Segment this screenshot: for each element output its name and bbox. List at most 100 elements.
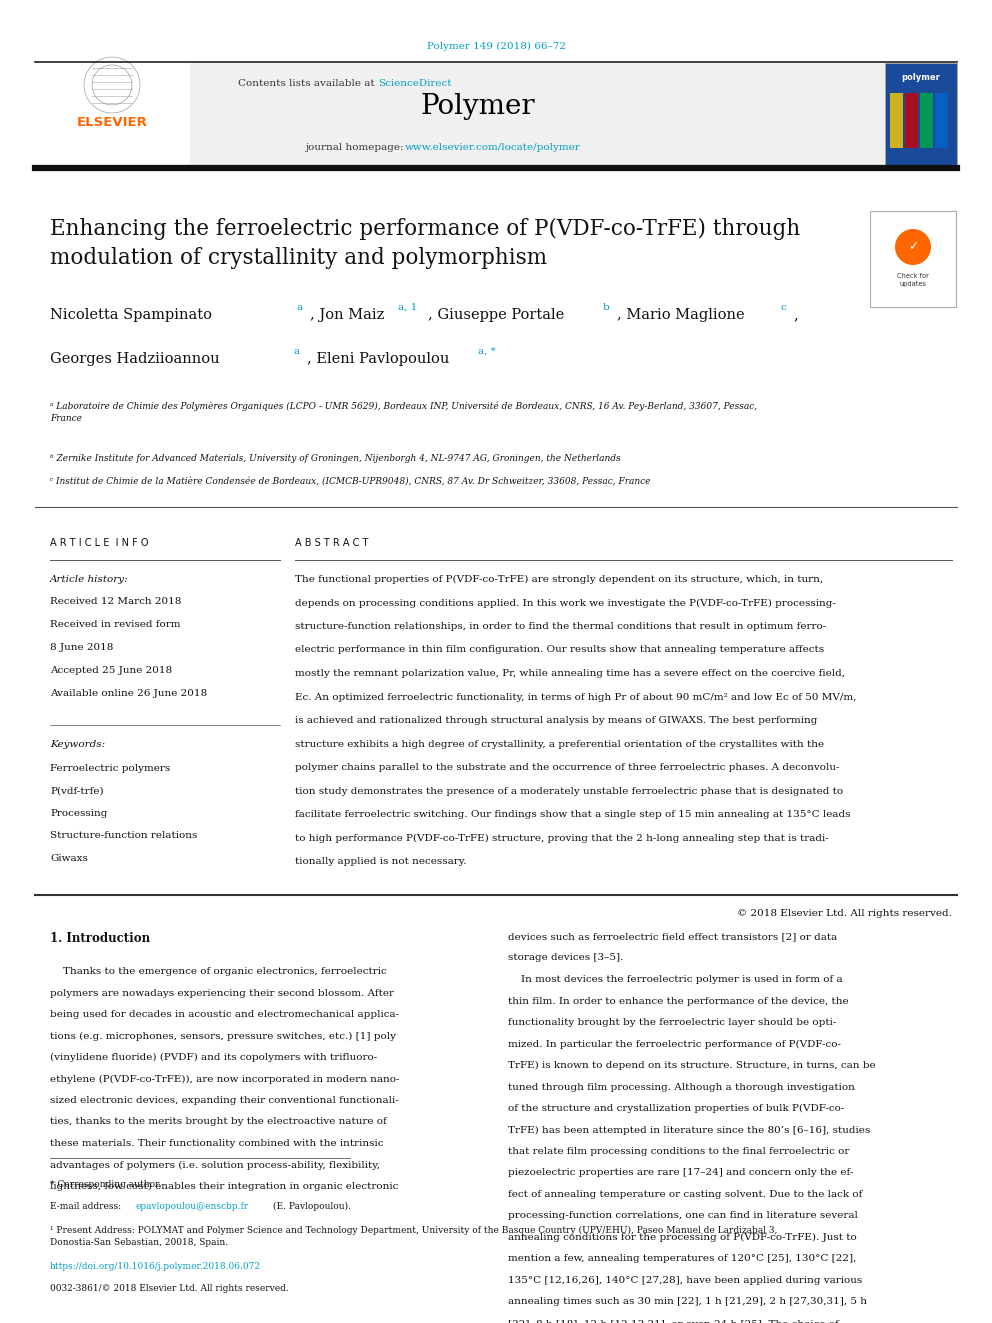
Text: 1. Introduction: 1. Introduction xyxy=(50,931,150,945)
Text: ᵃ Laboratoire de Chimie des Polymères Organiques (LCPO - UMR 5629), Bordeaux INP: ᵃ Laboratoire de Chimie des Polymères Or… xyxy=(50,402,757,423)
Text: (E. Pavlopoulou).: (E. Pavlopoulou). xyxy=(270,1203,351,1211)
Text: TrFE) has been attempted in literature since the 80’s [6–16], studies: TrFE) has been attempted in literature s… xyxy=(508,1126,870,1135)
Text: these materials. Their functionality combined with the intrinsic: these materials. Their functionality com… xyxy=(50,1139,384,1148)
Text: Giwaxs: Giwaxs xyxy=(50,855,88,863)
Text: https://doi.org/10.1016/j.polymer.2018.06.072: https://doi.org/10.1016/j.polymer.2018.0… xyxy=(50,1262,261,1271)
Text: polymer: polymer xyxy=(902,74,940,82)
Text: storage devices [3–5].: storage devices [3–5]. xyxy=(508,954,623,963)
Text: ScienceDirect: ScienceDirect xyxy=(378,79,451,89)
Text: to high performance P(VDF-co-TrFE) structure, proving that the 2 h-long annealin: to high performance P(VDF-co-TrFE) struc… xyxy=(295,833,828,843)
Text: Structure-function relations: Structure-function relations xyxy=(50,831,197,840)
Text: ✓: ✓ xyxy=(908,241,919,254)
Text: [32], 8 h [18], 12 h [12,13,31], or even 24 h [25]. The choice of: [32], 8 h [18], 12 h [12,13,31], or even… xyxy=(508,1319,839,1323)
Text: advantages of polymers (i.e. solution process-ability, flexibility,: advantages of polymers (i.e. solution pr… xyxy=(50,1160,380,1170)
FancyBboxPatch shape xyxy=(35,64,957,168)
Text: a: a xyxy=(293,347,300,356)
Text: annealing conditions for the processing of P(VDF-co-TrFE). Just to: annealing conditions for the processing … xyxy=(508,1233,857,1242)
Text: 8 June 2018: 8 June 2018 xyxy=(50,643,113,652)
Text: is achieved and rationalized through structural analysis by means of GIWAXS. The: is achieved and rationalized through str… xyxy=(295,716,817,725)
FancyBboxPatch shape xyxy=(885,64,957,168)
Text: In most devices the ferroelectric polymer is used in form of a: In most devices the ferroelectric polyme… xyxy=(508,975,842,984)
Text: Nicoletta Spampinato: Nicoletta Spampinato xyxy=(50,308,216,321)
Text: (vinylidene fluoride) (PVDF) and its copolymers with trifluoro-: (vinylidene fluoride) (PVDF) and its cop… xyxy=(50,1053,377,1062)
Text: TrFE) is known to depend on its structure. Structure, in turns, can be: TrFE) is known to depend on its structur… xyxy=(508,1061,876,1070)
Text: * Corresponding author.: * Corresponding author. xyxy=(50,1180,162,1189)
Text: ᵇ Zernike Institute for Advanced Materials, University of Groningen, Nijenborgh : ᵇ Zernike Institute for Advanced Materia… xyxy=(50,454,621,463)
Text: Ferroelectric polymers: Ferroelectric polymers xyxy=(50,763,171,773)
Text: c: c xyxy=(780,303,786,312)
Text: Received 12 March 2018: Received 12 March 2018 xyxy=(50,597,182,606)
Text: sized electronic devices, expanding their conventional functionali-: sized electronic devices, expanding thei… xyxy=(50,1095,399,1105)
Text: b: b xyxy=(603,303,610,312)
Text: A R T I C L E  I N F O: A R T I C L E I N F O xyxy=(50,538,149,548)
Text: E-mail address:: E-mail address: xyxy=(50,1203,124,1211)
Text: Article history:: Article history: xyxy=(50,576,129,583)
Text: Available online 26 June 2018: Available online 26 June 2018 xyxy=(50,689,207,699)
Text: © 2018 Elsevier Ltd. All rights reserved.: © 2018 Elsevier Ltd. All rights reserved… xyxy=(737,909,952,917)
Text: Keywords:: Keywords: xyxy=(50,740,105,749)
Text: A B S T R A C T: A B S T R A C T xyxy=(295,538,368,548)
Text: Received in revised form: Received in revised form xyxy=(50,620,181,628)
Text: www.elsevier.com/locate/polymer: www.elsevier.com/locate/polymer xyxy=(405,143,580,152)
Text: thin film. In order to enhance the performance of the device, the: thin film. In order to enhance the perfo… xyxy=(508,996,848,1005)
Text: structure-function relationships, in order to find the thermal conditions that r: structure-function relationships, in ord… xyxy=(295,622,826,631)
Text: Polymer 149 (2018) 66–72: Polymer 149 (2018) 66–72 xyxy=(427,42,565,52)
Text: Georges Hadziioannou: Georges Hadziioannou xyxy=(50,352,224,366)
Text: ELSEVIER: ELSEVIER xyxy=(76,115,148,128)
Text: processing-function correlations, one can find in literature several: processing-function correlations, one ca… xyxy=(508,1212,858,1221)
Text: tion study demonstrates the presence of a moderately unstable ferroelectric phas: tion study demonstrates the presence of … xyxy=(295,786,843,795)
Text: Thanks to the emergence of organic electronics, ferroelectric: Thanks to the emergence of organic elect… xyxy=(50,967,387,976)
FancyBboxPatch shape xyxy=(890,93,903,148)
Text: fect of annealing temperature or casting solvent. Due to the lack of: fect of annealing temperature or casting… xyxy=(508,1189,862,1199)
Text: structure exhibits a high degree of crystallinity, a preferential orientation of: structure exhibits a high degree of crys… xyxy=(295,740,824,749)
FancyBboxPatch shape xyxy=(35,64,190,168)
Text: polymer chains parallel to the substrate and the occurrence of three ferroelectr: polymer chains parallel to the substrate… xyxy=(295,763,839,773)
Text: , Giuseppe Portale: , Giuseppe Portale xyxy=(428,308,568,321)
Text: 135°C [12,16,26], 140°C [27,28], have been applied during various: 135°C [12,16,26], 140°C [27,28], have be… xyxy=(508,1275,862,1285)
Text: functionality brought by the ferroelectric layer should be opti-: functionality brought by the ferroelectr… xyxy=(508,1017,836,1027)
Text: a: a xyxy=(296,303,303,312)
Text: , Eleni Pavlopoulou: , Eleni Pavlopoulou xyxy=(307,352,454,366)
Text: ᶜ Institut de Chimie de la Matière Condensée de Bordeaux, (ICMCB-UPR9048), CNRS,: ᶜ Institut de Chimie de la Matière Conde… xyxy=(50,478,651,486)
FancyBboxPatch shape xyxy=(870,210,956,307)
Text: tuned through film processing. Although a thorough investigation: tuned through film processing. Although … xyxy=(508,1082,855,1091)
Text: annealing times such as 30 min [22], 1 h [21,29], 2 h [27,30,31], 5 h: annealing times such as 30 min [22], 1 h… xyxy=(508,1298,867,1307)
Text: facilitate ferroelectric switching. Our findings show that a single step of 15 m: facilitate ferroelectric switching. Our … xyxy=(295,810,850,819)
Text: ¹ Present Address: POLYMAT and Polymer Science and Technology Department, Univer: ¹ Present Address: POLYMAT and Polymer S… xyxy=(50,1226,778,1246)
FancyBboxPatch shape xyxy=(935,93,948,148)
Text: a, 1: a, 1 xyxy=(398,303,418,312)
Text: Polymer: Polymer xyxy=(421,94,536,120)
Circle shape xyxy=(895,229,931,265)
Text: Ec. An optimized ferroelectric functionality, in terms of high Pr of about 90 mC: Ec. An optimized ferroelectric functiona… xyxy=(295,692,856,701)
Text: Contents lists available at: Contents lists available at xyxy=(238,79,378,89)
FancyBboxPatch shape xyxy=(905,93,918,148)
Text: , Jon Maiz: , Jon Maiz xyxy=(310,308,389,321)
Text: 0032-3861/© 2018 Elsevier Ltd. All rights reserved.: 0032-3861/© 2018 Elsevier Ltd. All right… xyxy=(50,1285,289,1293)
Text: journal homepage:: journal homepage: xyxy=(305,143,407,152)
Text: Enhancing the ferroelectric performance of P(VDF-co-TrFE) through
modulation of : Enhancing the ferroelectric performance … xyxy=(50,218,801,269)
Text: tionally applied is not necessary.: tionally applied is not necessary. xyxy=(295,857,466,867)
Text: electric performance in thin film configuration. Our results show that annealing: electric performance in thin film config… xyxy=(295,646,824,655)
Text: that relate film processing conditions to the final ferroelectric or: that relate film processing conditions t… xyxy=(508,1147,849,1156)
Text: mostly the remnant polarization value, Pr, while annealing time has a severe eff: mostly the remnant polarization value, P… xyxy=(295,669,845,677)
Text: ,: , xyxy=(793,308,798,321)
Text: , Mario Maglione: , Mario Maglione xyxy=(617,308,749,321)
Text: being used for decades in acoustic and electromechanical applica-: being used for decades in acoustic and e… xyxy=(50,1009,399,1019)
Text: lightness, low cost) enables their integration in organic electronic: lightness, low cost) enables their integ… xyxy=(50,1181,399,1191)
Text: a, *: a, * xyxy=(478,347,496,356)
Text: devices such as ferroelectric field effect transistors [2] or data: devices such as ferroelectric field effe… xyxy=(508,931,837,941)
Text: Accepted 25 June 2018: Accepted 25 June 2018 xyxy=(50,665,173,675)
Text: polymers are nowadays experiencing their second blossom. After: polymers are nowadays experiencing their… xyxy=(50,988,394,998)
Text: Check for
updates: Check for updates xyxy=(897,274,929,287)
Text: ethylene (P(VDF-co-TrFE)), are now incorporated in modern nano-: ethylene (P(VDF-co-TrFE)), are now incor… xyxy=(50,1074,400,1084)
Text: depends on processing conditions applied. In this work we investigate the P(VDF-: depends on processing conditions applied… xyxy=(295,598,836,607)
Text: The functional properties of P(VDF-co-TrFE) are strongly dependent on its struct: The functional properties of P(VDF-co-Tr… xyxy=(295,576,823,585)
Text: epavlopoulou@enscbp.fr: epavlopoulou@enscbp.fr xyxy=(135,1203,248,1211)
Text: mized. In particular the ferroelectric performance of P(VDF-co-: mized. In particular the ferroelectric p… xyxy=(508,1040,841,1049)
Text: ties, thanks to the merits brought by the electroactive nature of: ties, thanks to the merits brought by th… xyxy=(50,1118,387,1126)
Text: P(vdf-trfe): P(vdf-trfe) xyxy=(50,786,103,795)
Text: mention a few, annealing temperatures of 120°C [25], 130°C [22],: mention a few, annealing temperatures of… xyxy=(508,1254,856,1263)
Text: tions (e.g. microphones, sensors, pressure switches, etc.) [1] poly: tions (e.g. microphones, sensors, pressu… xyxy=(50,1032,396,1041)
Text: Processing: Processing xyxy=(50,808,107,818)
Text: piezoelectric properties are rare [17–24] and concern only the ef-: piezoelectric properties are rare [17–24… xyxy=(508,1168,853,1177)
